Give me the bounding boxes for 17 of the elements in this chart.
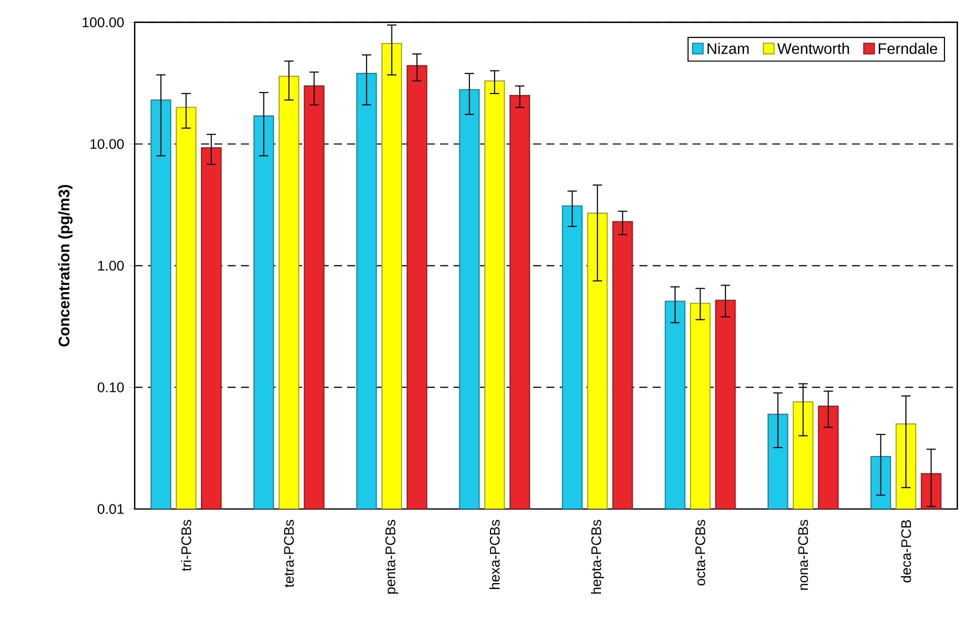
x-tick-label: deca-PCB (900, 520, 912, 582)
y-tick-label: 1.00 (98, 260, 124, 271)
x-tick-label: tetra-PCBs (284, 520, 294, 588)
y-axis-title: Concentration (pg/m3) (58, 184, 73, 347)
y-tick-label: 0.01 (98, 504, 124, 514)
x-tick-label: hepta-PCBs (590, 520, 604, 594)
legend-label: Wentworth (777, 42, 849, 54)
y-tick-label: 10.00 (90, 139, 124, 149)
y-tick-label: 0.10 (98, 382, 124, 392)
legend-label: Ferndale (878, 42, 938, 54)
x-tick-label: hexa-PCBs (489, 520, 500, 589)
legend-label: Nizam (708, 42, 749, 54)
x-tick-label: tri-PCBs (180, 520, 192, 572)
y-tick-label: 100.00 (82, 17, 124, 28)
x-tick-label: penta-PCBs (385, 520, 398, 594)
x-tick-label: nona-PCBs (798, 520, 808, 590)
x-tick-label: octa-PCBs (695, 520, 706, 586)
